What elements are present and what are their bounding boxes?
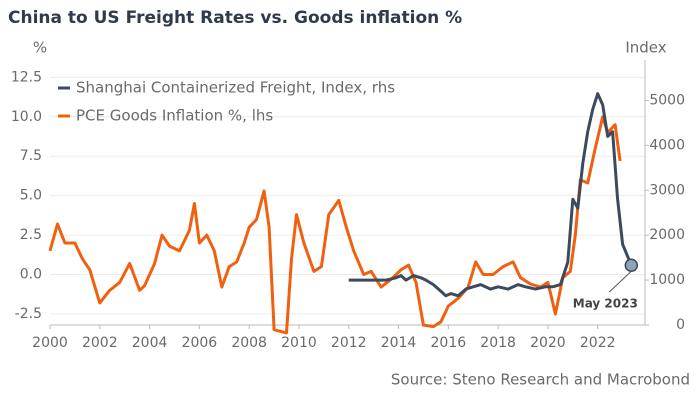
annotation-label: May 2023 xyxy=(573,297,638,311)
y2-tick-label: 4000 xyxy=(649,137,685,153)
y-tick-label: 0.0 xyxy=(20,267,42,283)
y-tick-label: 5.0 xyxy=(20,188,42,204)
x-tick-label: 2022 xyxy=(580,335,616,351)
y-tick-label: 12.5 xyxy=(11,69,42,85)
y-axis-label: % xyxy=(33,39,47,57)
x-tick-label: 2006 xyxy=(182,335,218,351)
y-tick-label: 7.5 xyxy=(20,148,42,164)
x-tick-label: 2014 xyxy=(381,335,417,351)
series-line xyxy=(48,115,622,335)
y-tick-label: 10.0 xyxy=(11,109,42,125)
x-tick-label: 2018 xyxy=(480,335,516,351)
series-line xyxy=(348,92,633,298)
chart-title: China to US Freight Rates vs. Goods infl… xyxy=(8,8,462,28)
legend-label: PCE Goods Inflation %, lhs xyxy=(76,107,273,125)
y2-tick-label: 5000 xyxy=(649,92,685,108)
x-tick-label: 2012 xyxy=(331,335,367,351)
annotation-leader xyxy=(608,270,632,293)
x-tick-label: 2020 xyxy=(530,335,566,351)
y-tick-label: -2.5 xyxy=(15,306,42,322)
x-tick-label: 2010 xyxy=(281,335,317,351)
x-tick-label: 2016 xyxy=(431,335,467,351)
x-tick-label: 2002 xyxy=(82,335,118,351)
x-tick-label: 2008 xyxy=(231,335,267,351)
y2-tick-label: 3000 xyxy=(649,182,685,198)
y2-tick-label: 1000 xyxy=(649,272,685,288)
x-tick-label: 2000 xyxy=(32,335,68,351)
annotation-point xyxy=(624,258,639,273)
x-tick-label: 2004 xyxy=(132,335,168,351)
y-tick-label: 2.5 xyxy=(20,227,42,243)
y2-tick-label: 2000 xyxy=(649,227,685,243)
y2-tick-label: 0 xyxy=(676,317,685,333)
y2-axis-label: Index xyxy=(625,39,666,57)
legend-label: Shanghai Containerized Freight, Index, r… xyxy=(76,79,395,97)
source: Source: Steno Research and Macrobond xyxy=(391,371,690,389)
